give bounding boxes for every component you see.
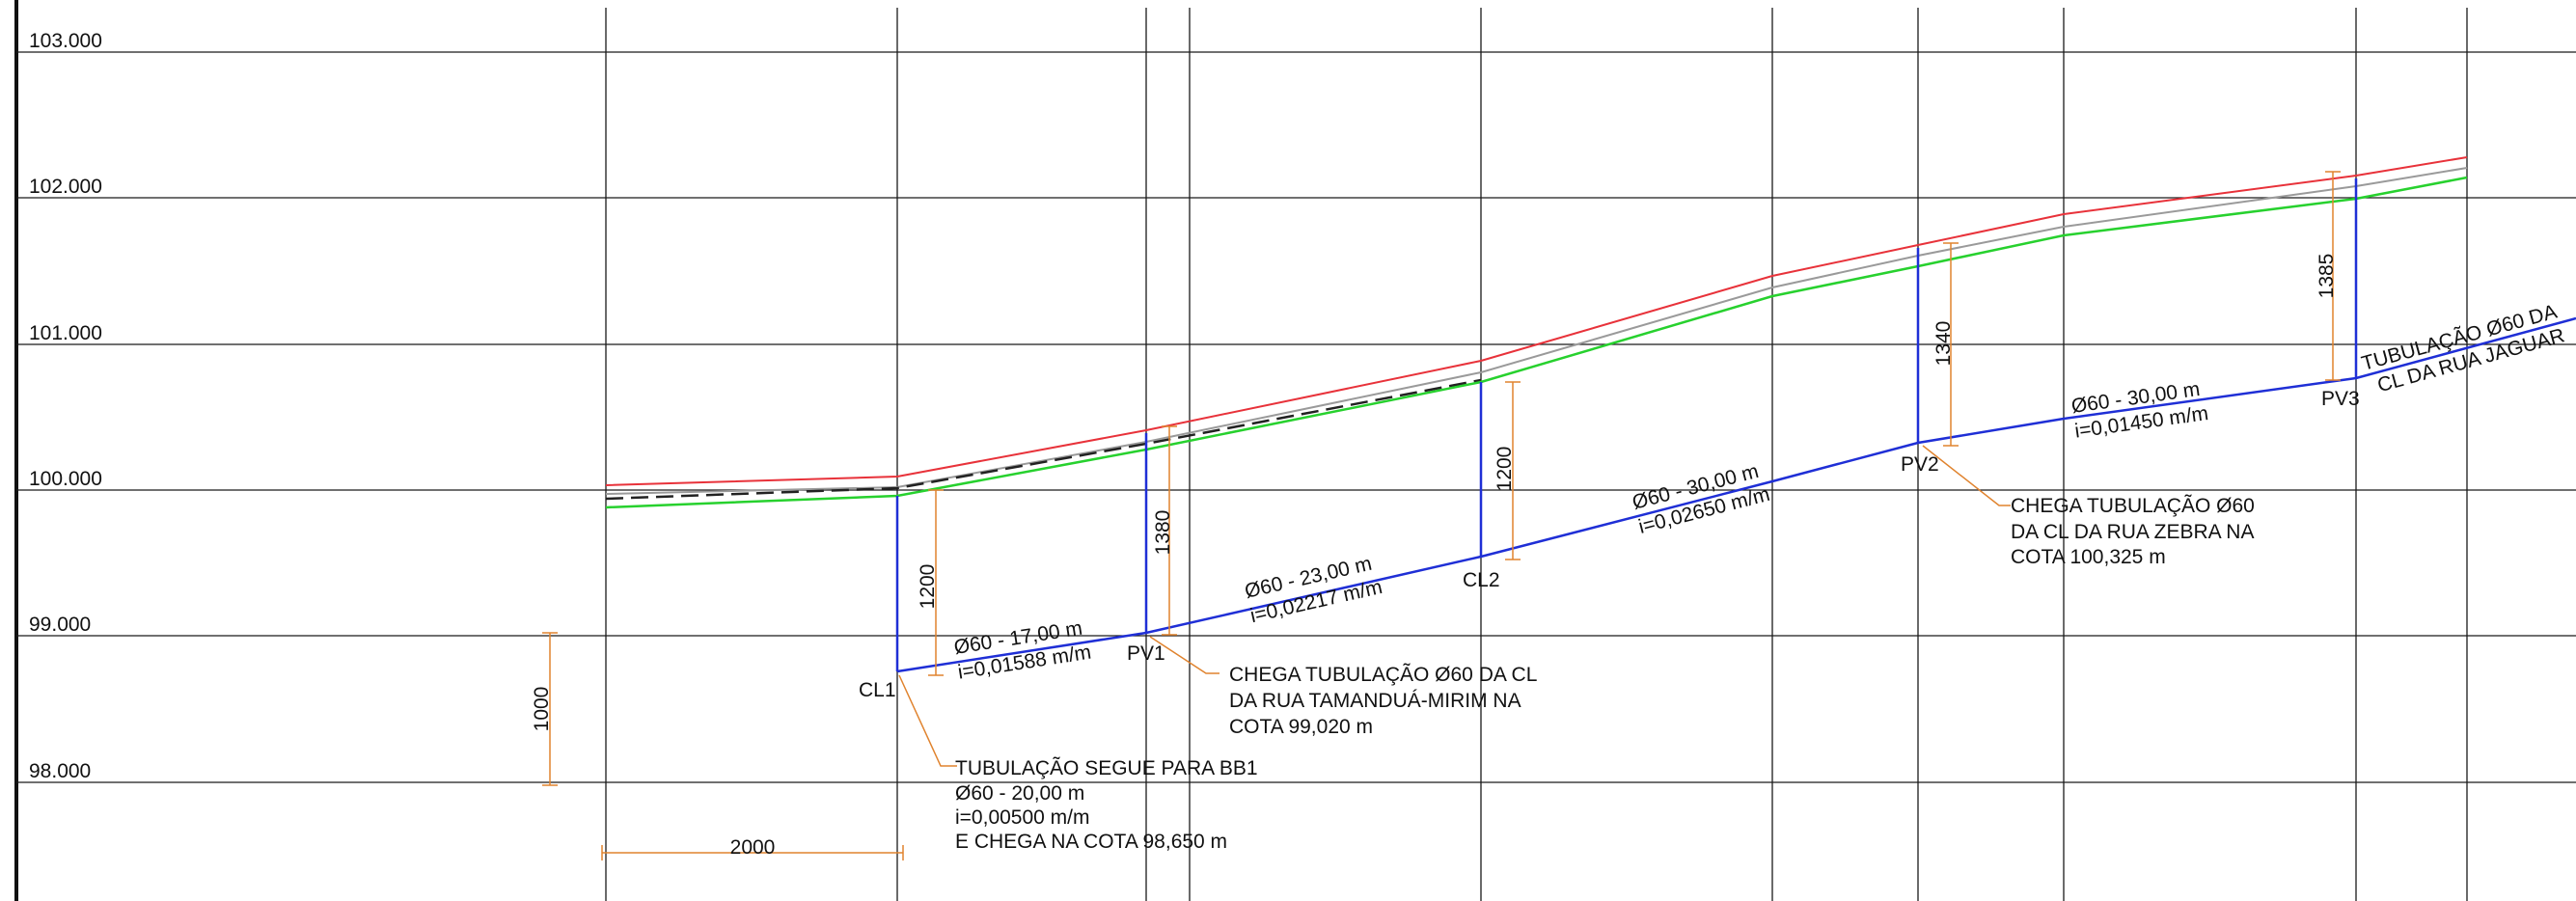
terrain-green-line xyxy=(605,176,2468,509)
pv2-inflow-leader xyxy=(1922,445,2011,506)
level-label: 99.000 xyxy=(29,614,91,636)
pipe-invert-line xyxy=(896,316,2576,673)
terrain-profiles xyxy=(605,156,2468,509)
outlet-annotation-line: E CHEGA NA COTA 98,650 m xyxy=(955,831,1227,853)
outlet-leader xyxy=(898,674,957,767)
vertical-scale-label: 1000 xyxy=(531,687,553,732)
depth-label-pv1: 1380 xyxy=(1152,510,1174,556)
pv1-inflow-annotation-line: CHEGA TUBULAÇÃO Ø60 DA CL xyxy=(1229,663,1537,686)
level-label: 102.000 xyxy=(29,176,102,198)
depth-dimensions xyxy=(542,171,2341,860)
pv2-inflow-annotation-line: DA CL DA RUA ZEBRA NA xyxy=(2011,521,2254,543)
node-label-pv3: PV3 xyxy=(2321,388,2360,410)
depth-label-pv2: 1340 xyxy=(1932,321,1955,367)
pv1-inflow-annotation-line: COTA 99,020 m xyxy=(1229,716,1373,738)
depth-label-cl1: 1200 xyxy=(917,564,939,610)
terrain-gray-line xyxy=(605,167,2468,495)
annotation-leaders xyxy=(898,445,2011,767)
node-labels: CL1 PV1 CL2 PV2 PV3 xyxy=(859,388,2360,701)
sewer-pipe xyxy=(895,178,2576,673)
terrain-dashed-line xyxy=(605,378,1482,501)
outlet-annotation-line: i=0,00500 m/m xyxy=(955,806,1090,829)
level-labels: 103.000 102.000 101.000 100.000 99.000 9… xyxy=(29,30,102,782)
terrain-red-line xyxy=(605,156,2468,486)
horizontal-scale-label: 2000 xyxy=(730,836,776,859)
level-label: 100.000 xyxy=(29,468,102,490)
level-grid xyxy=(16,51,2576,783)
depth-label-cl2: 1200 xyxy=(1494,447,1516,492)
pv1-inflow-leader xyxy=(1149,636,1219,674)
node-label-cl2: CL2 xyxy=(1463,569,1500,591)
depth-label-pv3: 1385 xyxy=(2316,254,2338,299)
station-grid xyxy=(605,8,2468,901)
pv1-inflow-annotation: CHEGA TUBULAÇÃO Ø60 DA CL DA RUA TAMANDU… xyxy=(1229,663,1537,738)
depth-labels: 1200 1380 1200 1340 1385 1000 2000 xyxy=(531,254,2338,859)
outlet-annotation-line: Ø60 - 20,00 m xyxy=(955,782,1084,805)
level-label: 101.000 xyxy=(29,322,102,344)
outlet-annotation-line: TUBULAÇÃO SEGUE PARA BB1 xyxy=(955,756,1258,779)
level-label: 103.000 xyxy=(29,30,102,52)
node-label-pv2: PV2 xyxy=(1901,453,1939,476)
pv1-inflow-annotation-line: DA RUA TAMANDUÁ-MIRIM NA xyxy=(1229,690,1521,712)
pv2-inflow-annotation-line: COTA 100,325 m xyxy=(2011,546,2166,568)
pv2-inflow-annotation-line: CHEGA TUBULAÇÃO Ø60 xyxy=(2011,494,2255,517)
outlet-annotation: TUBULAÇÃO SEGUE PARA BB1 Ø60 - 20,00 m i… xyxy=(955,756,1258,853)
pv2-inflow-annotation: CHEGA TUBULAÇÃO Ø60 DA CL DA RUA ZEBRA N… xyxy=(2011,494,2255,568)
node-label-pv1: PV1 xyxy=(1127,642,1165,665)
level-label: 98.000 xyxy=(29,760,91,782)
node-label-cl1: CL1 xyxy=(859,679,896,701)
